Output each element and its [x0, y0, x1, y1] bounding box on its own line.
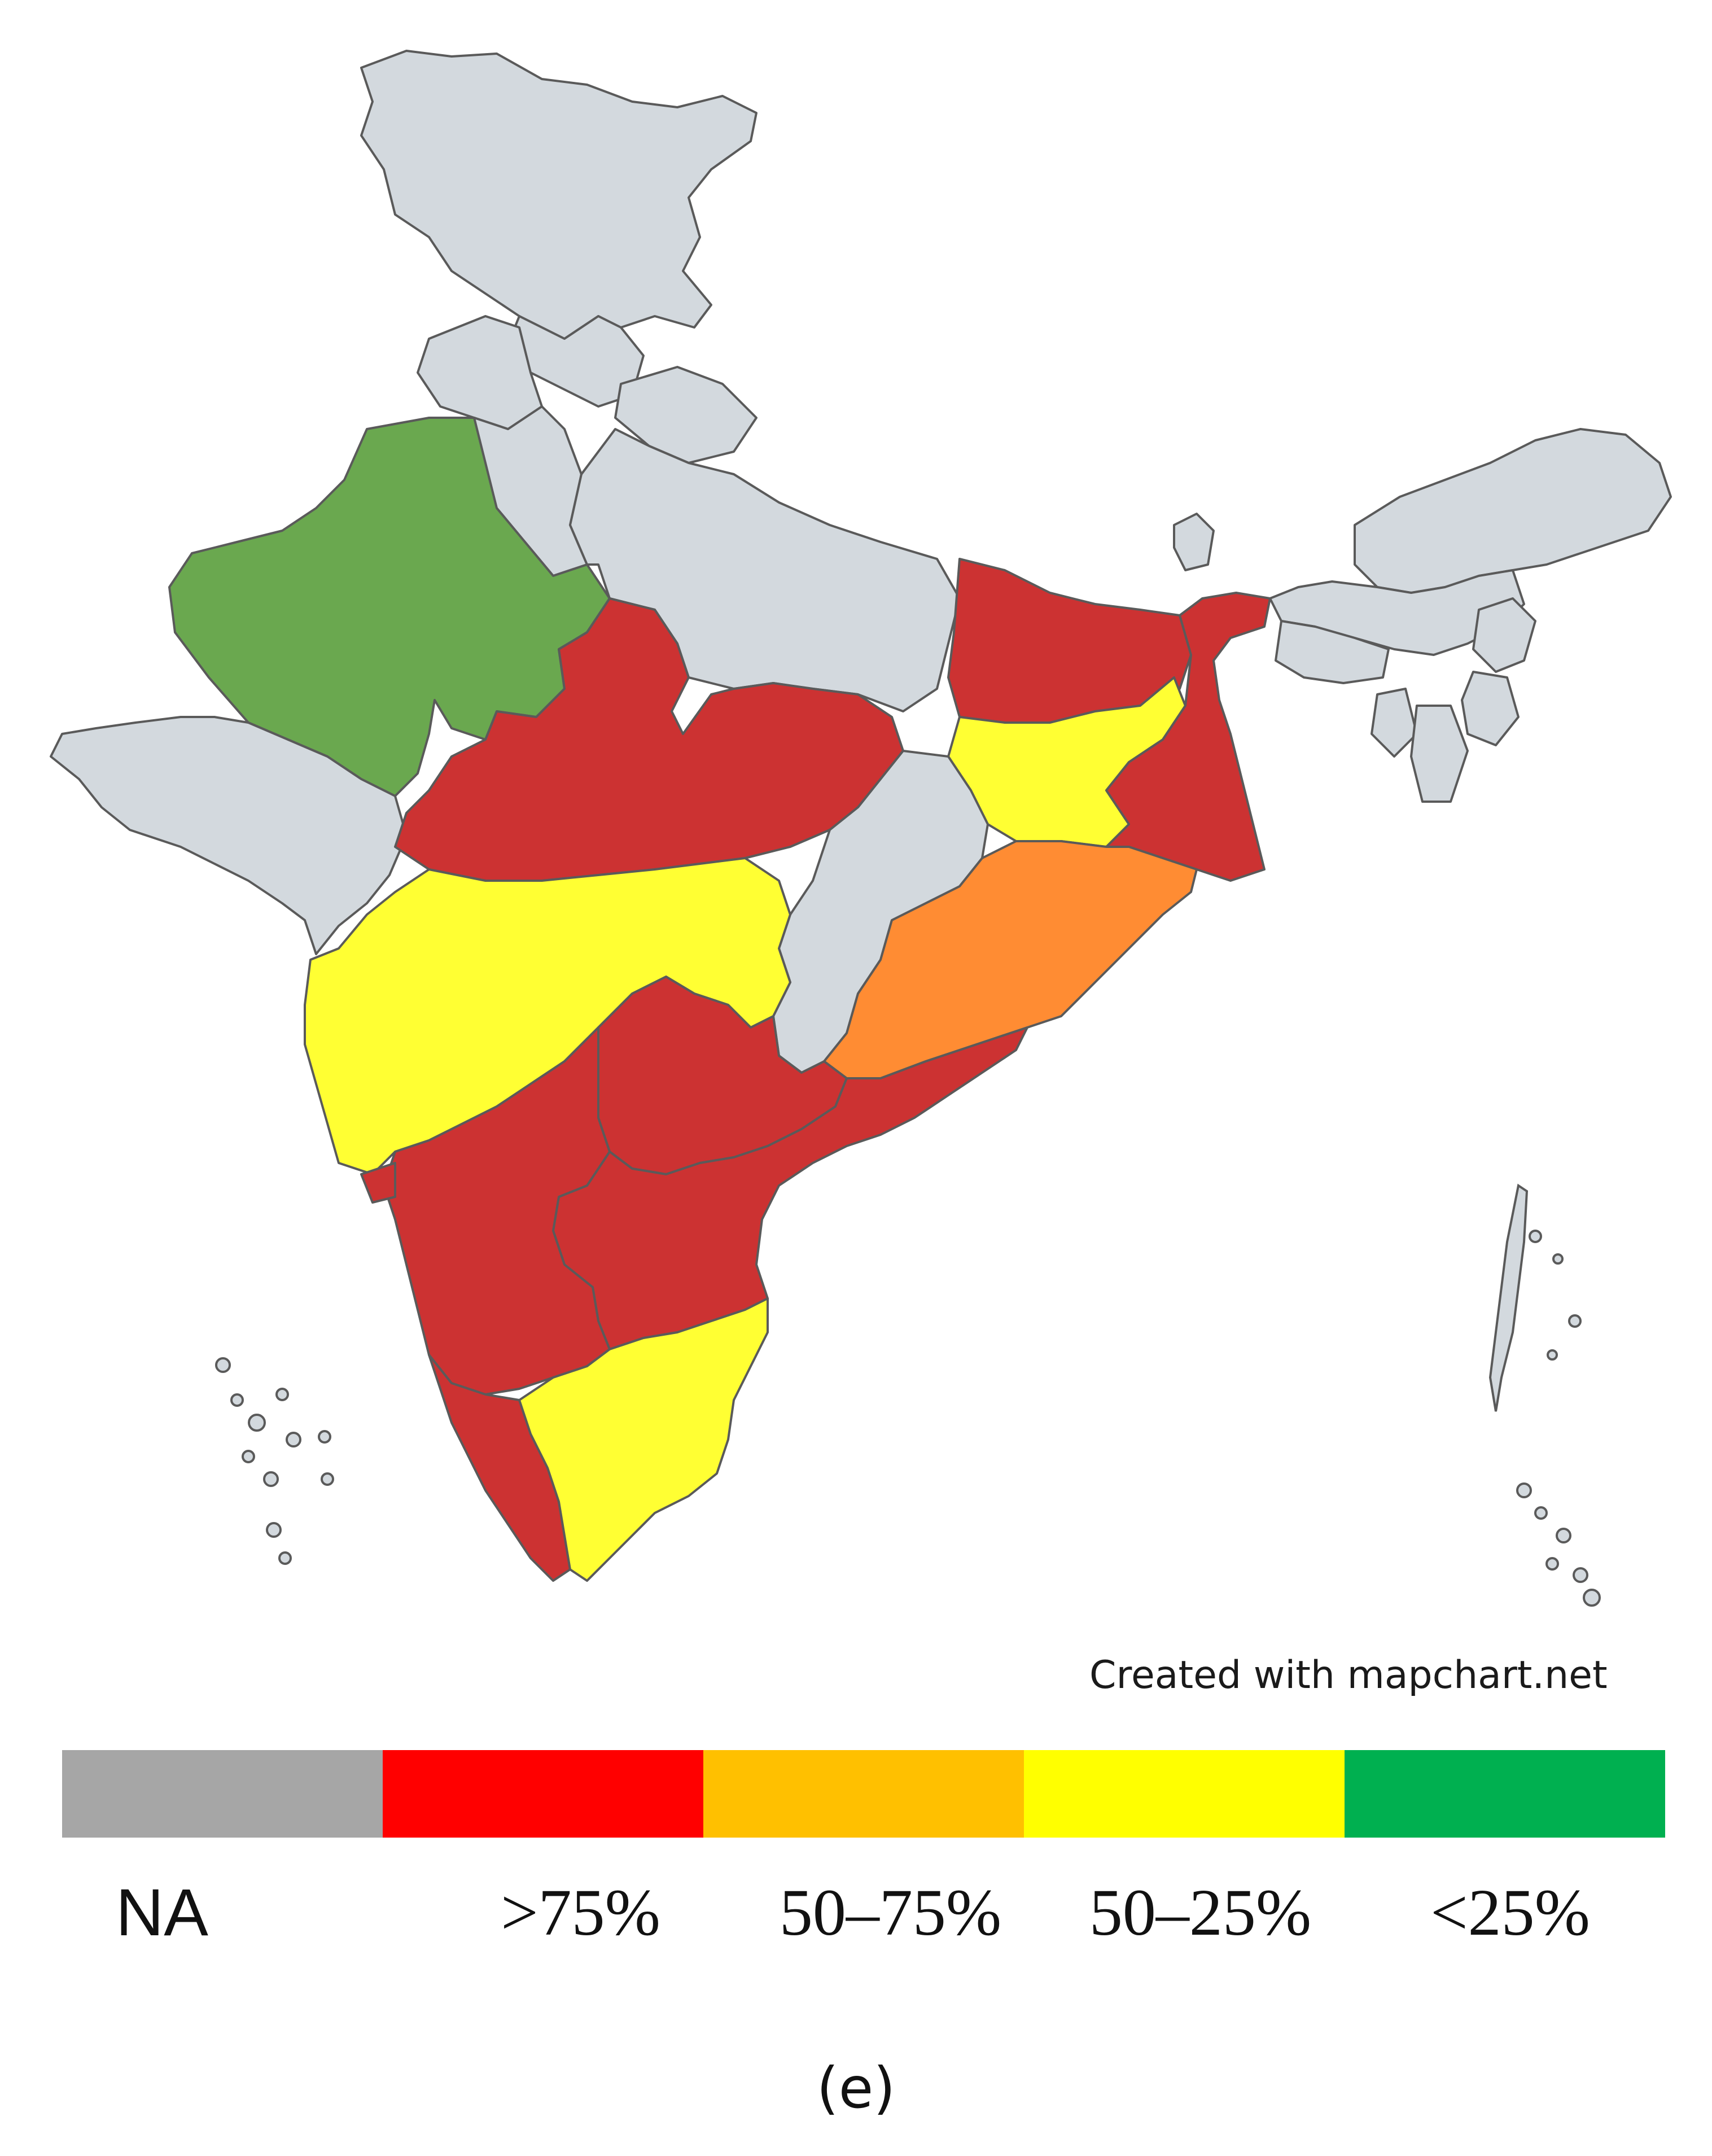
legend-swatch-lt25 — [1345, 1750, 1665, 1838]
andaman-nicobar-islands — [1488, 1183, 1601, 1607]
lakshadweep-islands — [215, 1357, 334, 1565]
region-mizoram — [1410, 705, 1469, 803]
legend-label-lt25: <25% — [1430, 1875, 1590, 1949]
legend-label-50-25: 50–25% — [1089, 1875, 1312, 1949]
region-arunachal — [1354, 428, 1672, 594]
legend-labels: NA >75% 50–75% 50–25% <25% — [62, 1874, 1665, 1951]
legend-swatch-50-25 — [1024, 1750, 1345, 1838]
legend-color-bar — [62, 1750, 1665, 1838]
legend-swatch-gt75 — [383, 1750, 703, 1838]
legend-label-50-75: 50–75% — [779, 1875, 1002, 1949]
map-credit: Created with mapchart.net — [1089, 1653, 1608, 1698]
legend-label-gt75: >75% — [501, 1875, 660, 1949]
region-tamil-nadu — [518, 1297, 769, 1582]
legend-swatch-na — [62, 1750, 383, 1838]
region-rajasthan — [168, 417, 611, 797]
region-west-bengal — [1105, 592, 1271, 882]
region-goa — [360, 1162, 396, 1204]
region-uttarakhand — [614, 366, 758, 464]
region-meghalaya — [1275, 620, 1390, 684]
region-nagaland — [1472, 597, 1536, 673]
region-karnataka — [383, 1026, 611, 1396]
region-sikkim — [1173, 513, 1215, 571]
panel-label: (e) — [816, 2055, 896, 2121]
region-manipur — [1461, 671, 1520, 746]
legend-label-na: NA — [116, 1875, 208, 1950]
legend-swatch-50-75 — [703, 1750, 1024, 1838]
region-tripura — [1371, 688, 1418, 758]
region-jammu-kashmir — [360, 50, 758, 340]
region-gujarat — [50, 716, 408, 955]
india-map — [50, 50, 1672, 1607]
